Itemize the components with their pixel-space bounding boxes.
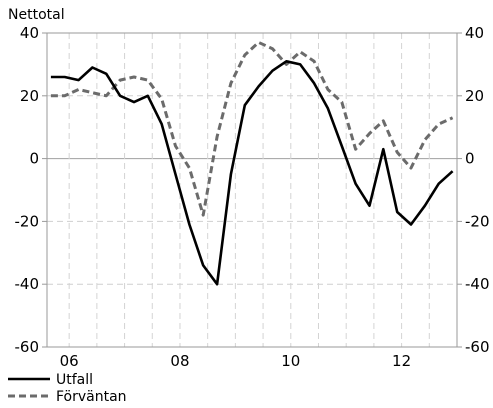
x-tick-label-1: 08 [170, 352, 189, 370]
series-line-utfall [50, 59, 454, 286]
left-tick-label-5: -60 [15, 338, 40, 356]
x-tick-label-2: 10 [281, 352, 300, 370]
axes [46, 32, 458, 348]
right-tick-label-2: 0 [465, 150, 475, 168]
grid [47, 33, 458, 347]
right-tick-label-5: -60 [465, 338, 490, 356]
x-tick-label-0: 06 [60, 352, 79, 370]
x-tick-label-3: 12 [392, 352, 411, 370]
legend-label-1: Förväntan [56, 389, 127, 405]
left-tick-label-4: -40 [15, 275, 40, 293]
x-axis-ticks: 06 08 10 12 [60, 352, 412, 370]
series-layer [50, 40, 454, 286]
left-tick-label-0: 40 [20, 24, 39, 42]
y-axis-label: Nettotal [8, 7, 65, 23]
left-tick-label-2: 0 [29, 150, 39, 168]
series-line-f-rv-ntan [50, 40, 454, 217]
left-y-axis-ticks: 40 20 0 -20 -40 -60 [15, 24, 47, 356]
left-tick-label-1: 20 [20, 87, 39, 105]
right-tick-label-0: 40 [465, 24, 484, 42]
plot-frame [46, 32, 458, 348]
right-y-axis-ticks: 40 20 0 -20 -40 -60 [457, 24, 490, 356]
right-tick-label-3: -20 [465, 212, 490, 230]
right-tick-label-1: 20 [465, 87, 484, 105]
left-tick-label-3: -20 [15, 212, 40, 230]
right-tick-label-4: -40 [465, 275, 490, 293]
legend-label-0: Utfall [56, 372, 93, 388]
